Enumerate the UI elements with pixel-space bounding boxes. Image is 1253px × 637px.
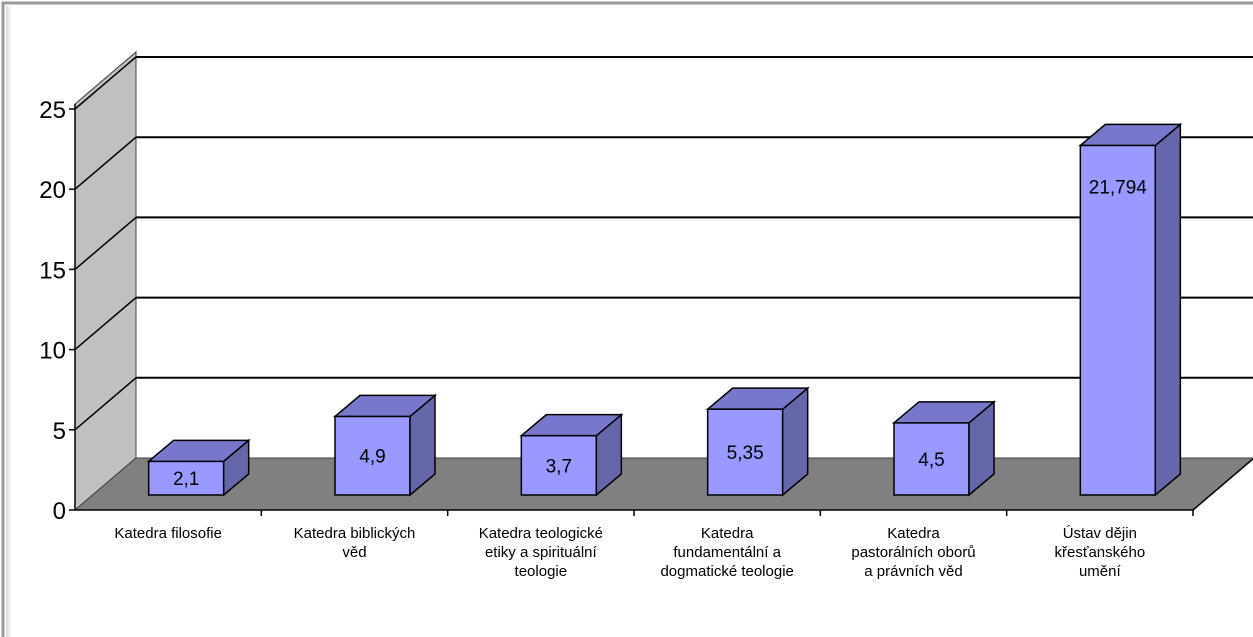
bar-top (891, 401, 997, 424)
data-label: 5,35 (727, 443, 764, 464)
category-label: teologie (515, 563, 568, 580)
bar-top (1078, 123, 1183, 147)
y-tick-label: 0 (53, 498, 66, 525)
y-tick-label: 5 (53, 418, 66, 445)
data-label: 4,5 (918, 450, 944, 471)
bar-top (519, 413, 624, 437)
bar (332, 393, 438, 497)
category-label: fundamentální a (673, 544, 781, 561)
data-label: 21,794 (1089, 177, 1148, 198)
chart-side-wall (74, 50, 137, 512)
data-label: 4,9 (359, 447, 385, 468)
chart-border-shade (6, 6, 12, 637)
bar (1078, 122, 1183, 497)
bar (705, 386, 810, 497)
bar-top (146, 439, 251, 463)
category-label: Katedra filosofie (114, 525, 222, 542)
bar (519, 413, 624, 497)
category-label: a právních věd (864, 563, 962, 580)
category-label: Katedra (701, 525, 754, 542)
bar (146, 438, 251, 497)
gridline-diagonal (74, 377, 137, 431)
x-axis: Katedra filosofie Katedra biblických věd Ka… (114, 510, 1194, 580)
category-label: Ústav dějin (1063, 525, 1137, 542)
bar-front (706, 408, 784, 496)
gridlines (74, 56, 1253, 431)
y-tick-label: 25 (39, 97, 66, 124)
y-tick-label: 10 (39, 338, 66, 365)
data-label: 3,7 (546, 456, 572, 477)
gridline-diagonal (74, 56, 137, 110)
bar-top (705, 387, 810, 410)
y-tick-label: 15 (39, 257, 66, 284)
category-label: dogmatické teologie (660, 563, 793, 580)
category-label: Katedra teologické (479, 525, 603, 542)
y-tick-label: 20 (39, 177, 66, 204)
category-label: křesťanského (1054, 544, 1145, 561)
data-label: 2,1 (173, 469, 199, 490)
bar-front (1079, 144, 1157, 496)
bar-side (1154, 122, 1182, 497)
bar-top (332, 394, 438, 418)
chart-floor (73, 457, 1253, 511)
category-label: umění (1079, 563, 1122, 580)
data-labels: 2,1 4,9 3,7 5,35 4,5 21,794 (173, 177, 1147, 490)
gridline-diagonal (74, 216, 137, 270)
bars (146, 122, 1183, 497)
floor-edge (1192, 457, 1253, 511)
bar (891, 400, 997, 497)
category-label: Katedra (887, 525, 940, 542)
gridline-diagonal (74, 297, 137, 351)
category-label: etiky a spirituální (485, 544, 598, 561)
category-label: pastorálních oborů (851, 544, 975, 561)
gridline-diagonal (74, 136, 137, 190)
category-label: věd (342, 544, 366, 561)
category-label: Katedra biblických (294, 525, 416, 542)
